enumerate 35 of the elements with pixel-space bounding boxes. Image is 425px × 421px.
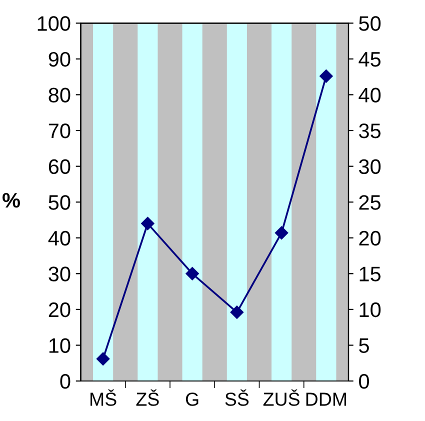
point: [320, 70, 333, 83]
y2-tick-label: 0: [359, 374, 369, 389]
y-tick-label: 80: [48, 88, 70, 102]
y-tick-label: 20: [48, 302, 70, 318]
point: [274, 226, 288, 240]
y2-tick-label: 45: [358, 52, 381, 67]
y-tick-label: 0: [60, 374, 70, 389]
y-tick-label: 90: [48, 52, 70, 67]
y-tick-label: 40: [48, 230, 70, 246]
y2-tick-label: 25: [359, 195, 381, 210]
y2-tick-label: 50: [359, 16, 381, 31]
y-axis-title: %: [2, 192, 20, 208]
y2-tick-label: 40: [358, 88, 381, 102]
y2-tick-label: 35: [359, 124, 381, 138]
point: [186, 267, 199, 280]
y-tick-label: 60: [48, 159, 70, 174]
y2-tick-label: 15: [360, 266, 381, 282]
y-tick-label: 30: [48, 266, 70, 282]
y2-tick-label: 5: [359, 338, 369, 353]
y-tick-label: 70: [48, 124, 70, 138]
point: [141, 216, 154, 230]
x-tick-label: DDM: [306, 392, 346, 406]
y-tick-label: 50: [48, 195, 70, 210]
point: [230, 306, 244, 319]
x-tick-label: ZŠ: [136, 389, 159, 406]
y2-tick-label: 10: [360, 302, 381, 318]
x-tick-label: ZUŠ: [263, 389, 300, 406]
y-tick-label: 100: [38, 16, 70, 31]
point: [96, 352, 110, 366]
x-tick-label: SŠ: [225, 389, 249, 406]
y2-tick-label: 30: [359, 159, 381, 174]
y-tick-label: 10: [49, 338, 70, 353]
x-tick-label: MŠ: [90, 389, 116, 406]
y2-tick-label: 20: [359, 230, 381, 246]
x-tick-label: G: [186, 392, 198, 406]
